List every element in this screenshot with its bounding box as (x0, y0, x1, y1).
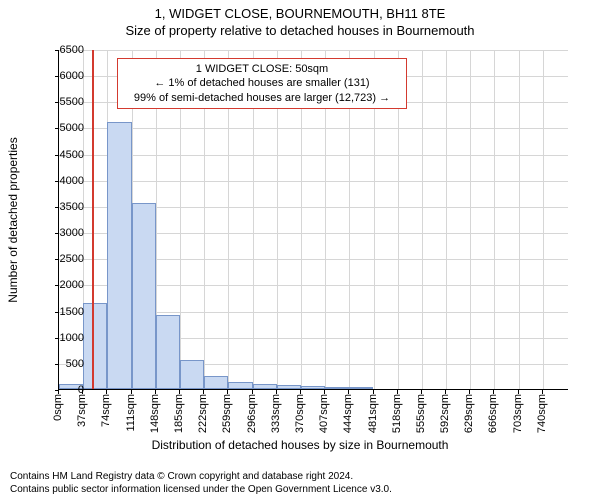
ytick-label: 2000 (44, 279, 84, 291)
histogram-bar (83, 303, 107, 389)
gridline-v (422, 50, 423, 389)
ytick-label: 1500 (44, 306, 84, 318)
xtick-label: 740sqm (536, 394, 548, 433)
ytick-label: 5500 (44, 96, 84, 108)
ytick-label: 0 (44, 384, 84, 396)
histogram-bar (204, 376, 228, 389)
xtick-label: 111sqm (125, 394, 137, 432)
ytick-label: 1000 (44, 332, 84, 344)
xtick-label: 407sqm (318, 394, 330, 433)
ytick-label: 2500 (44, 253, 84, 265)
xtick-label: 444sqm (342, 394, 354, 433)
y-axis-label: Number of detached properties (6, 137, 20, 302)
histogram-bar (325, 387, 349, 389)
xtick-label: 296sqm (246, 394, 258, 433)
xtick-label: 555sqm (415, 394, 427, 433)
reference-line (92, 50, 94, 389)
xtick-label: 666sqm (487, 394, 499, 433)
xtick-label: 592sqm (439, 394, 451, 433)
annotation-line1: 1 WIDGET CLOSE: 50sqm (124, 62, 400, 76)
histogram-bar (349, 387, 373, 389)
ytick-label: 3500 (44, 201, 84, 213)
footer: Contains HM Land Registry data © Crown c… (0, 471, 600, 496)
footer-line1: Contains HM Land Registry data © Crown c… (10, 471, 590, 484)
xtick-label: 333sqm (270, 394, 282, 433)
gridline-h (59, 155, 568, 156)
ytick-label: 4500 (44, 149, 84, 161)
gridline-v (543, 50, 544, 389)
gridline-h (59, 50, 568, 51)
xtick-label: 37sqm (76, 394, 88, 427)
x-axis-label: Distribution of detached houses by size … (0, 438, 600, 452)
xtick-label: 148sqm (149, 394, 161, 433)
histogram-bar (228, 382, 252, 389)
chart-title-line1: 1, WIDGET CLOSE, BOURNEMOUTH, BH11 8TE (0, 6, 600, 23)
xtick-label: 518sqm (391, 394, 403, 433)
ytick-label: 4000 (44, 175, 84, 187)
xtick-label: 703sqm (512, 394, 524, 433)
histogram-bar (107, 122, 131, 389)
histogram-bar (253, 384, 277, 389)
histogram-bar (156, 315, 180, 389)
ytick-label: 500 (44, 358, 84, 370)
annotation-box: 1 WIDGET CLOSE: 50sqm ← 1% of detached h… (117, 58, 407, 109)
plot-region: 1 WIDGET CLOSE: 50sqm ← 1% of detached h… (58, 50, 568, 390)
chart-area: 1 WIDGET CLOSE: 50sqm ← 1% of detached h… (58, 50, 568, 390)
gridline-h (59, 181, 568, 182)
xtick-label: 0sqm (52, 394, 64, 421)
ytick-label: 6500 (44, 44, 84, 56)
histogram-bar (132, 203, 156, 389)
xtick-label: 370sqm (294, 394, 306, 433)
gridline-h (59, 128, 568, 129)
xtick-label: 629sqm (463, 394, 475, 433)
ytick-label: 5000 (44, 122, 84, 134)
histogram-bar (180, 360, 204, 389)
xtick-label: 481sqm (367, 394, 379, 433)
histogram-bar (301, 386, 325, 389)
annotation-line2: ← 1% of detached houses are smaller (131… (124, 76, 400, 90)
footer-line2: Contains public sector information licen… (10, 484, 590, 497)
chart-title-line2: Size of property relative to detached ho… (0, 23, 600, 40)
xtick-label: 222sqm (197, 394, 209, 433)
ytick-label: 3000 (44, 227, 84, 239)
xtick-label: 185sqm (173, 394, 185, 433)
chart-title-block: 1, WIDGET CLOSE, BOURNEMOUTH, BH11 8TE S… (0, 0, 600, 40)
gridline-v (446, 50, 447, 389)
xtick-label: 259sqm (221, 394, 233, 433)
annotation-line3: 99% of semi-detached houses are larger (… (124, 91, 400, 105)
ytick-label: 6000 (44, 70, 84, 82)
gridline-v (494, 50, 495, 389)
xtick-label: 74sqm (100, 394, 112, 427)
histogram-bar (277, 385, 301, 389)
gridline-v (519, 50, 520, 389)
gridline-v (470, 50, 471, 389)
